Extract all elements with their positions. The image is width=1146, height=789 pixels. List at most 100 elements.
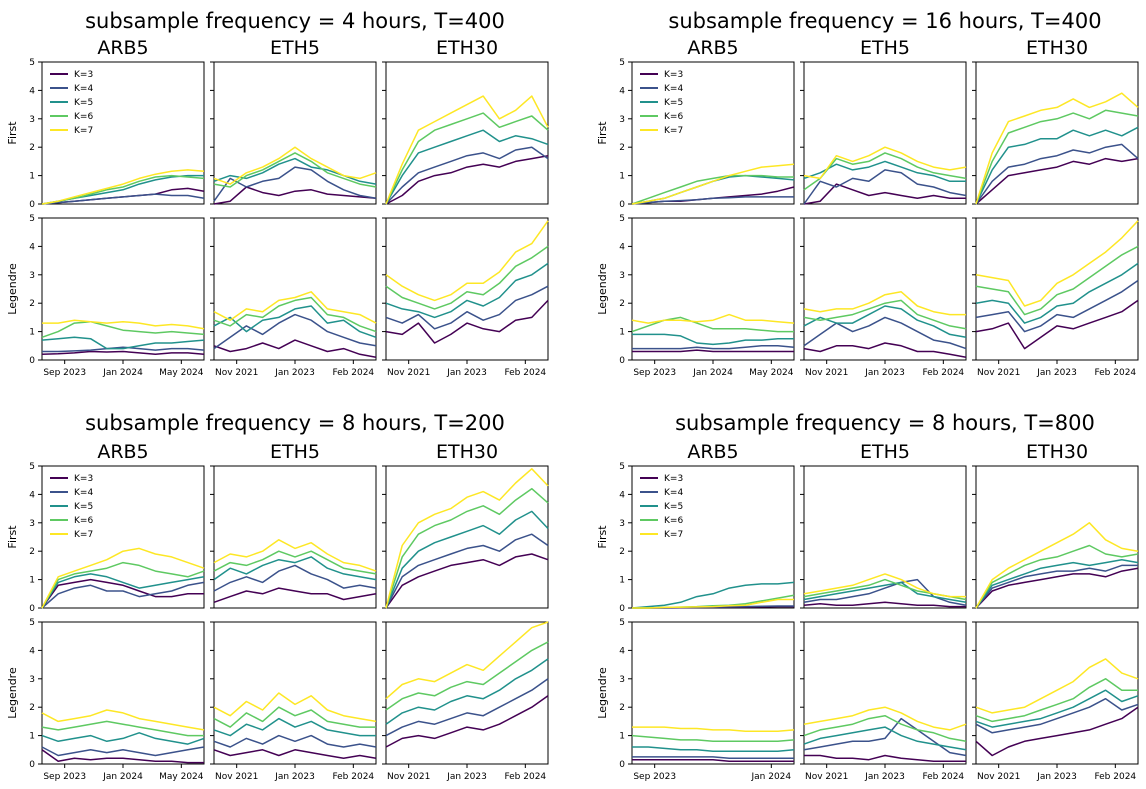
series-line-K6	[385, 112, 549, 205]
series-line-K4	[385, 146, 549, 205]
series-line-K7	[975, 658, 1139, 714]
y-tick-label: 4	[29, 86, 35, 96]
legend-label: K=3	[664, 70, 683, 80]
plot-frame	[631, 61, 795, 205]
series-line-K4	[975, 279, 1139, 333]
y-tick-label: 4	[619, 86, 625, 96]
y-tick-label: 4	[619, 242, 625, 252]
series-line-K7	[385, 621, 549, 700]
y-tick-label: 0	[29, 356, 35, 366]
series-line-K6	[975, 678, 1138, 723]
legend-label: K=7	[74, 530, 93, 540]
series-line-K5	[632, 746, 795, 752]
row-label: First	[596, 121, 609, 145]
y-tick-label: 3	[619, 519, 625, 529]
row-label: First	[6, 121, 19, 145]
series-line-K7	[803, 146, 967, 180]
y-tick-label: 0	[619, 760, 625, 770]
series-line-K3	[213, 339, 377, 358]
y-tick-label: 1	[29, 576, 35, 586]
series-line-K6	[631, 316, 794, 333]
series-line-K4	[41, 581, 205, 609]
x-tick-label: Sep 2023	[43, 368, 86, 378]
plot-frame	[975, 465, 1139, 609]
legend-label: K=4	[664, 84, 683, 94]
x-tick-label: Jan 2023	[446, 368, 487, 378]
series-line-K5	[41, 336, 205, 350]
x-tick-label: May 2024	[159, 368, 204, 378]
series-line-K3	[632, 349, 794, 353]
plot-frame	[213, 217, 377, 361]
series-line-K4	[631, 196, 794, 205]
column-title: ETH30	[1026, 37, 1088, 59]
plot-frame	[41, 465, 205, 609]
series-line-K5	[213, 305, 377, 339]
y-tick-label: 0	[619, 356, 625, 366]
legend-label: K=6	[74, 112, 93, 122]
y-tick-label: 2	[29, 299, 35, 309]
series-line-K3	[632, 758, 794, 762]
series-line-K6	[385, 641, 549, 711]
y-tick-label: 2	[619, 299, 625, 309]
row-label: First	[6, 525, 19, 549]
legend-label: K=5	[74, 98, 93, 108]
series-line-K5	[975, 126, 1139, 205]
series-line-K4	[213, 564, 377, 592]
series-line-K3	[385, 553, 549, 609]
figure-title: subsample frequency = 4 hours, T=400	[85, 9, 505, 33]
series-line-K5	[213, 157, 377, 185]
series-line-K6	[41, 320, 205, 339]
figure-title: subsample frequency = 8 hours, T=800	[675, 411, 1095, 435]
series-line-K7	[385, 468, 549, 609]
series-line-K6	[213, 296, 377, 333]
series-line-K3	[975, 706, 1139, 757]
y-tick-label: 5	[619, 618, 625, 628]
series-line-K7	[385, 220, 549, 302]
plot-frame	[385, 621, 549, 765]
x-tick-label: May 2024	[159, 772, 204, 782]
series-line-K3	[385, 695, 549, 748]
plot-frame	[803, 217, 967, 361]
series-line-K7	[213, 539, 377, 572]
series-line-K7	[632, 598, 794, 609]
series-line-K3	[975, 299, 1139, 350]
y-tick-label: 0	[29, 604, 35, 614]
series-line-K4	[803, 316, 967, 350]
x-tick-label: Feb 2024	[1094, 772, 1136, 782]
series-line-K5	[213, 717, 376, 737]
y-tick-label: 1	[619, 732, 625, 742]
series-line-K5	[975, 558, 1139, 609]
y-tick-label: 0	[619, 604, 625, 614]
x-tick-label: Jan 2023	[864, 368, 905, 378]
legend-label: K=6	[664, 112, 683, 122]
y-tick-label: 5	[619, 462, 625, 472]
series-line-K4	[803, 169, 967, 205]
plot-frame	[213, 61, 377, 205]
series-line-K4	[385, 285, 549, 330]
y-tick-label: 4	[29, 646, 35, 656]
y-tick-label: 2	[29, 547, 35, 557]
series-line-K4	[385, 533, 549, 609]
plot-frame	[803, 621, 967, 765]
legend-label: K=7	[74, 126, 93, 136]
y-tick-label: 1	[29, 732, 35, 742]
series-line-K7	[632, 726, 795, 733]
series-line-K4	[632, 756, 794, 760]
series-line-K6	[385, 487, 549, 609]
y-tick-label: 5	[29, 462, 35, 472]
column-title: ETH30	[436, 37, 498, 59]
x-tick-label: Nov 2021	[977, 772, 1020, 782]
row-label: Legendre	[596, 667, 609, 719]
series-line-K6	[631, 734, 795, 743]
series-line-K3	[213, 749, 377, 760]
plot-frame	[631, 621, 795, 765]
series-line-K6	[631, 174, 794, 205]
series-line-K5	[803, 305, 967, 339]
series-line-K7	[42, 319, 205, 330]
row-label: Legendre	[6, 667, 19, 719]
y-tick-label: 2	[619, 547, 625, 557]
x-tick-label: Jan 2023	[864, 772, 905, 782]
series-line-K6	[803, 299, 967, 330]
x-tick-label: Jan 2023	[1036, 368, 1077, 378]
y-tick-label: 2	[619, 143, 625, 153]
